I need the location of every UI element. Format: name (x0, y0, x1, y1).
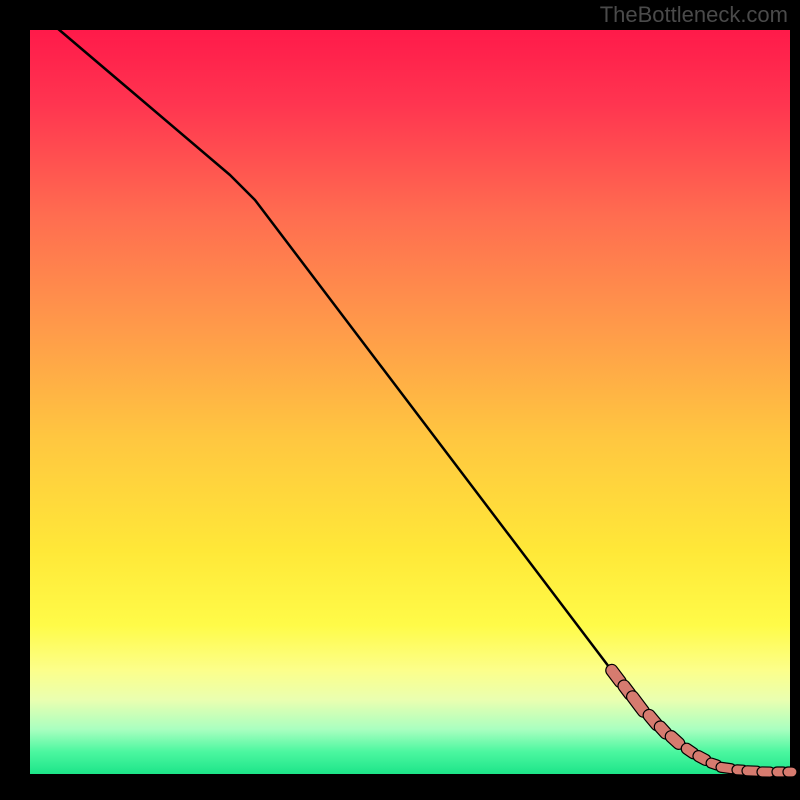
chart-svg (0, 0, 800, 800)
plot-background (30, 30, 790, 774)
chart-container (0, 0, 800, 800)
watermark-text: TheBottleneck.com (600, 2, 788, 28)
data-marker (783, 767, 797, 777)
